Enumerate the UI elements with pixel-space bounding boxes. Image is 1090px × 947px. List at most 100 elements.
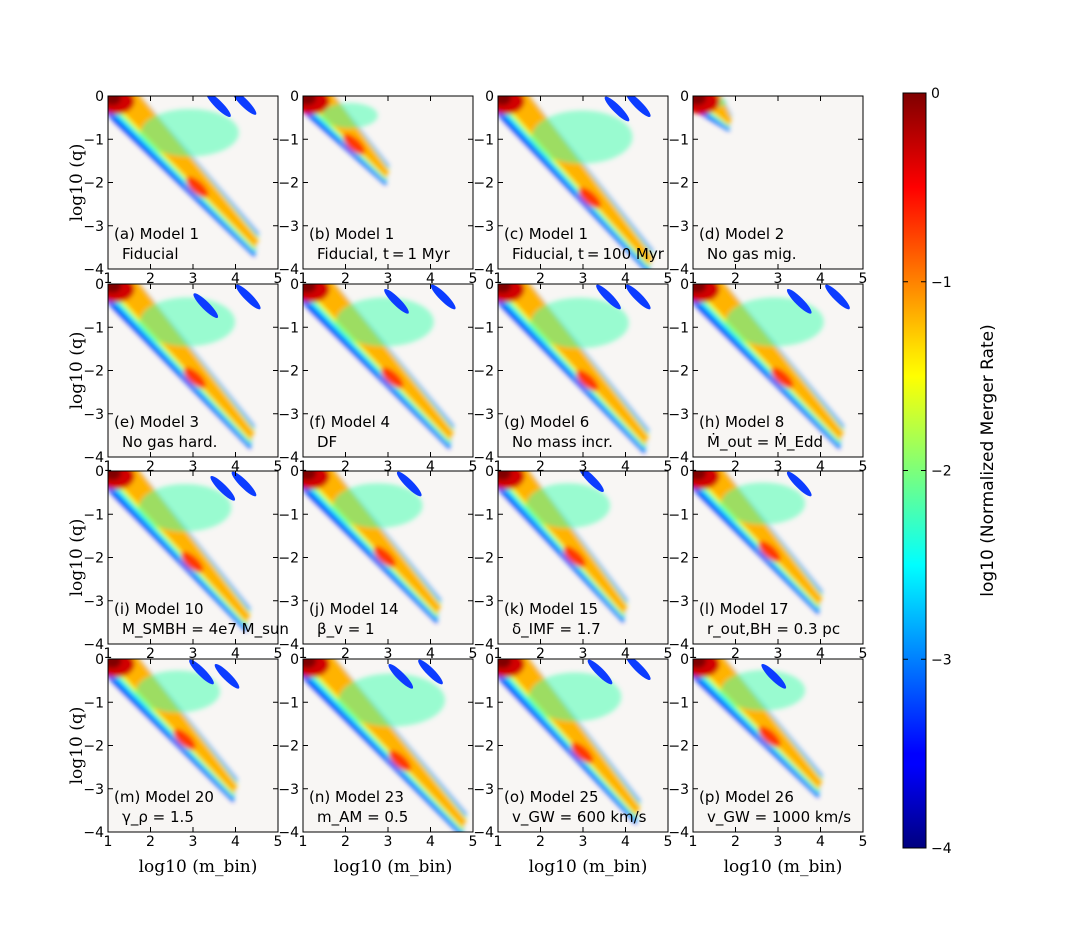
panel-sublabel: m_AM = 0.5 — [317, 808, 408, 827]
y-tick-label: 0 — [485, 652, 494, 668]
x-tick-label: 1 — [494, 459, 503, 475]
y-tick-label: 0 — [680, 464, 689, 480]
x-tick-label: 1 — [299, 271, 308, 287]
density-lobe — [140, 108, 239, 157]
y-tick-label: −2 — [83, 364, 104, 380]
density-island — [214, 663, 240, 689]
y-tick-label: −1 — [473, 507, 494, 523]
y-tick-label: −2 — [278, 364, 299, 380]
heatmap-region — [498, 284, 651, 454]
panel-sublabel: v_GW = 1000 km/s — [707, 808, 851, 827]
x-tick-label: 2 — [536, 459, 545, 475]
density-island — [388, 663, 414, 689]
x-tick-label: 4 — [621, 834, 630, 850]
x-tick-label: 5 — [274, 459, 283, 475]
x-tick-label: 3 — [189, 459, 198, 475]
panel-label: (a) Model 1 — [114, 225, 199, 243]
colorbar-tick-label: −2 — [931, 464, 952, 480]
x-tick-label: 2 — [731, 459, 740, 475]
density-lobe — [528, 672, 622, 722]
density-lobe — [721, 670, 806, 711]
density-lobe — [333, 483, 423, 528]
density-island — [596, 284, 621, 310]
y-tick-label: 0 — [485, 464, 494, 480]
x-tick-label: 4 — [231, 834, 240, 850]
density-island — [231, 471, 257, 497]
density-peak — [180, 551, 204, 573]
panel-sublabel: r_out,BH = 0.3 pc — [707, 620, 840, 639]
x-tick-label: 5 — [859, 646, 868, 662]
y-tick-label: −2 — [473, 739, 494, 755]
density-peak — [342, 133, 366, 155]
density-max-core — [498, 471, 512, 481]
x-tick-label: 4 — [231, 459, 240, 475]
panel-sublabel: No mass incr. — [512, 433, 613, 451]
heatmap-region — [108, 659, 240, 803]
x-tick-label: 3 — [579, 459, 588, 475]
density-island — [786, 471, 812, 497]
y-tick-label: −4 — [83, 262, 104, 278]
x-tick-label: 4 — [621, 271, 630, 287]
x-tick-label: 1 — [299, 834, 308, 850]
colorbar-tick-label: −1 — [931, 275, 952, 291]
x-tick-label: 5 — [469, 834, 478, 850]
y-tick-label: 0 — [95, 89, 104, 105]
x-tick-label: 2 — [341, 834, 350, 850]
colorbar-label: log10 (Normalized Merger Rate) — [978, 324, 998, 596]
x-tick-label: 1 — [104, 646, 113, 662]
panel-h: 1 2 3 4 5 0 −1 −2 −3 −4 (h) Model 8Ṁ_out = Ṁ_Edd — [668, 277, 867, 475]
x-tick-label: 5 — [664, 459, 673, 475]
x-tick-label: 5 — [274, 834, 283, 850]
x-tick-label: 2 — [536, 271, 545, 287]
density-island — [210, 475, 236, 501]
panel-label: (b) Model 1 — [309, 225, 394, 243]
colorbar-tick-label: 0 — [931, 86, 940, 102]
density-peak — [381, 367, 404, 389]
density-max-core — [108, 96, 122, 106]
heatmap-region — [303, 659, 467, 832]
panel-j: 1 2 3 4 5 0 −1 −2 −3 −4 (j) Model 14 β_v = 1 — [278, 464, 478, 662]
x-tick-label: 5 — [469, 646, 478, 662]
x-tick-label: 5 — [664, 271, 673, 287]
colorbar-tick-label: −4 — [931, 841, 952, 857]
y-tick-label: 0 — [290, 89, 299, 105]
y-tick-label: −1 — [278, 132, 299, 148]
density-lobe — [725, 297, 824, 347]
y-tick-label: 0 — [95, 277, 104, 293]
panel-label: (l) Model 17 — [699, 600, 789, 618]
density-island — [825, 284, 850, 310]
panel-label: (n) Model 23 — [309, 788, 404, 806]
x-tick-label: 3 — [189, 646, 198, 662]
x-tick-label: 1 — [689, 271, 698, 287]
y-tick-label: −1 — [473, 132, 494, 148]
x-tick-label: 2 — [536, 834, 545, 850]
y-tick-label: −4 — [473, 825, 494, 841]
y-axis-label: log10 (q) — [67, 144, 87, 222]
x-axis-label: log10 (m_bin) — [724, 857, 843, 877]
y-tick-label: 0 — [290, 652, 299, 668]
y-tick-label: −4 — [278, 637, 299, 653]
x-tick-label: 1 — [494, 646, 503, 662]
x-tick-label: 5 — [859, 271, 868, 287]
density-island — [418, 659, 443, 685]
y-tick-label: 0 — [485, 89, 494, 105]
y-tick-label: 0 — [290, 277, 299, 293]
x-tick-label: 4 — [426, 646, 435, 662]
panel-p: 1 2 3 4 5 0 −1 −2 −3 −4 (p) Model 26 v_GW = 1000 km… — [668, 652, 867, 877]
density-island — [384, 288, 409, 314]
y-tick-label: −3 — [473, 594, 494, 610]
y-tick-label: 0 — [680, 277, 689, 293]
heatmap-region — [108, 284, 261, 450]
density-peak — [578, 187, 601, 209]
y-tick-label: −4 — [83, 450, 104, 466]
y-tick-label: −1 — [83, 320, 104, 336]
panel-sublabel: v_GW = 600 km/s — [512, 808, 647, 827]
y-tick-label: −4 — [668, 825, 689, 841]
x-tick-label: 3 — [579, 271, 588, 287]
y-tick-label: −3 — [668, 594, 689, 610]
y-tick-label: −1 — [278, 695, 299, 711]
y-tick-label: −4 — [83, 637, 104, 653]
x-tick-label: 4 — [621, 459, 630, 475]
x-tick-label: 4 — [816, 459, 825, 475]
